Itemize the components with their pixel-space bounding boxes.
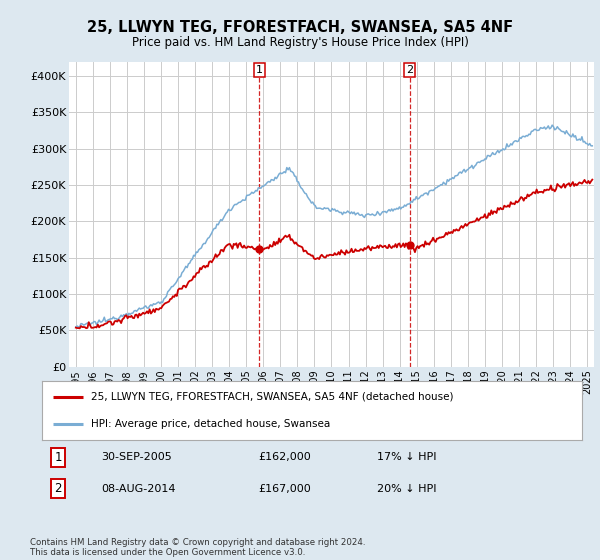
- Text: 17% ↓ HPI: 17% ↓ HPI: [377, 452, 436, 462]
- Text: 08-AUG-2014: 08-AUG-2014: [101, 484, 176, 494]
- Text: 25, LLWYN TEG, FFORESTFACH, SWANSEA, SA5 4NF: 25, LLWYN TEG, FFORESTFACH, SWANSEA, SA5…: [87, 20, 513, 35]
- Text: 30-SEP-2005: 30-SEP-2005: [101, 452, 172, 462]
- Text: £162,000: £162,000: [258, 452, 311, 462]
- Text: 20% ↓ HPI: 20% ↓ HPI: [377, 484, 436, 494]
- Text: Price paid vs. HM Land Registry's House Price Index (HPI): Price paid vs. HM Land Registry's House …: [131, 36, 469, 49]
- Text: HPI: Average price, detached house, Swansea: HPI: Average price, detached house, Swan…: [91, 419, 330, 429]
- Text: £167,000: £167,000: [258, 484, 311, 494]
- Text: 25, LLWYN TEG, FFORESTFACH, SWANSEA, SA5 4NF (detached house): 25, LLWYN TEG, FFORESTFACH, SWANSEA, SA5…: [91, 391, 453, 402]
- Text: Contains HM Land Registry data © Crown copyright and database right 2024.
This d: Contains HM Land Registry data © Crown c…: [30, 538, 365, 557]
- Text: 2: 2: [55, 482, 62, 495]
- Text: 2: 2: [406, 66, 413, 76]
- Text: 1: 1: [55, 451, 62, 464]
- Text: 1: 1: [256, 66, 263, 76]
